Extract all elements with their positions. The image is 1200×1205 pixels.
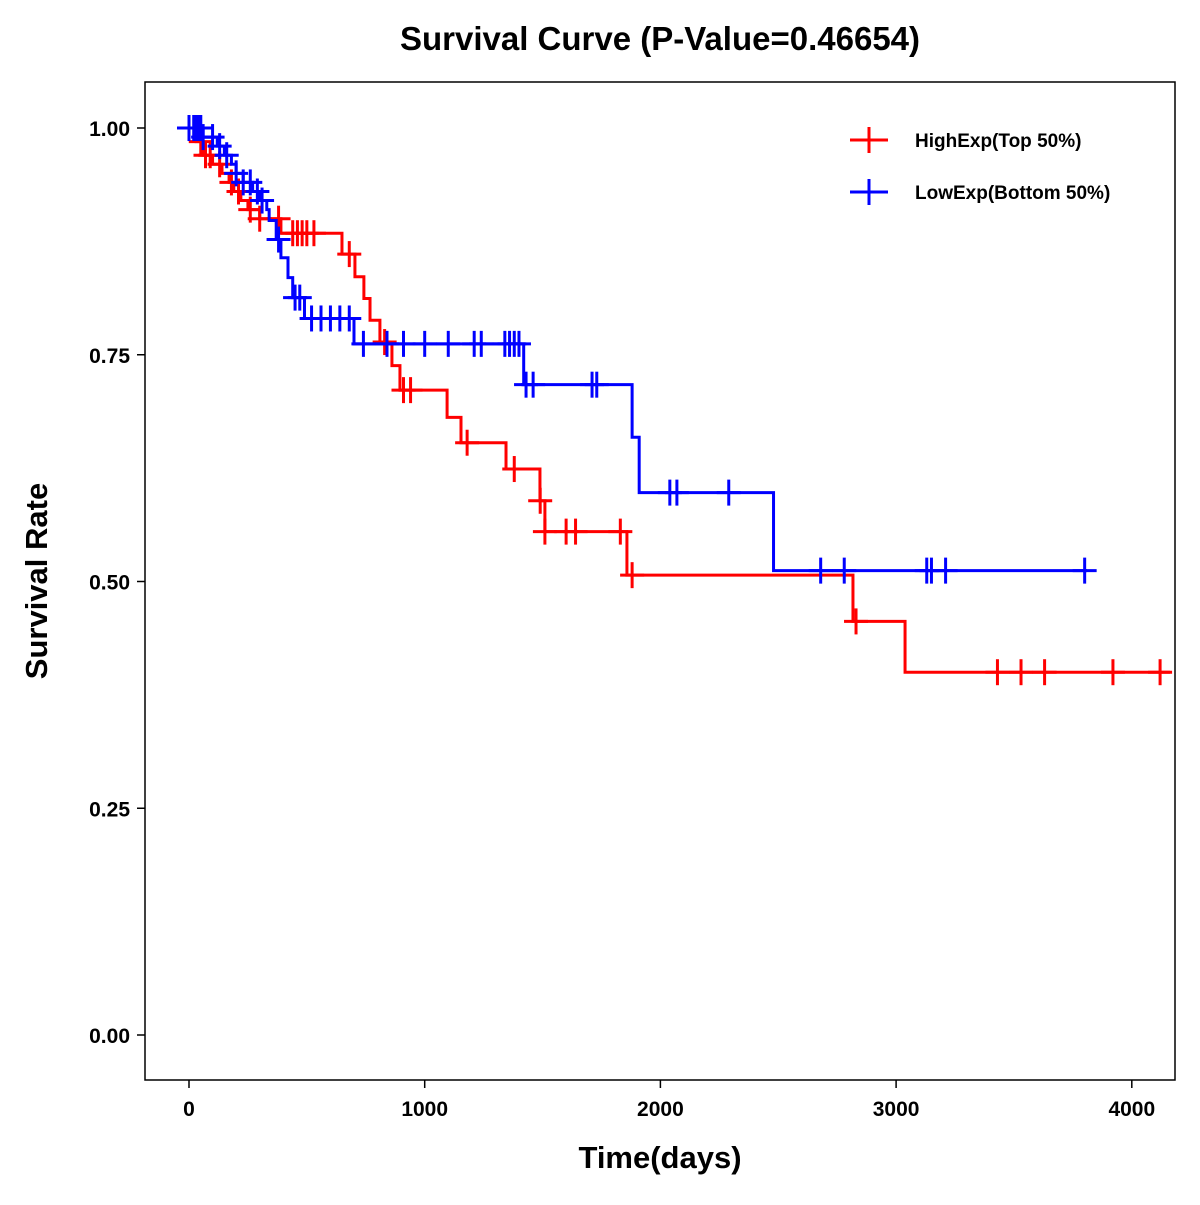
censor-mark bbox=[521, 371, 546, 398]
censor-mark bbox=[287, 284, 312, 311]
y-tick-label: 0.00 bbox=[89, 1025, 130, 1048]
curves bbox=[177, 115, 1173, 686]
censor-mark bbox=[985, 659, 1010, 686]
censor-mark bbox=[301, 220, 326, 247]
censor-mark bbox=[455, 429, 480, 456]
censor-mark bbox=[1032, 659, 1057, 686]
censor-mark bbox=[214, 142, 239, 169]
x-axis: 0 1000 2000 3000 4000 bbox=[183, 1080, 1155, 1121]
x-tick-label: 2000 bbox=[637, 1098, 684, 1121]
x-tick-label: 0 bbox=[183, 1098, 195, 1121]
legend-item: HighExp(Top 50%) bbox=[850, 127, 1081, 153]
censor-mark bbox=[1072, 557, 1097, 584]
censor-mark bbox=[398, 377, 423, 404]
x-tick-label: 4000 bbox=[1108, 1098, 1155, 1121]
y-axis-label: Survival Rate bbox=[19, 483, 54, 679]
censor-mark bbox=[506, 330, 531, 357]
censor-mark bbox=[528, 487, 553, 514]
x-axis-label: Time(days) bbox=[578, 1140, 741, 1175]
censor-mark bbox=[1100, 659, 1125, 686]
x-tick-label: 1000 bbox=[401, 1098, 448, 1121]
censor-mark bbox=[502, 456, 527, 483]
chart-title: Survival Curve (P-Value=0.46654) bbox=[400, 20, 920, 57]
censor-mark bbox=[391, 330, 416, 357]
censor-mark bbox=[337, 241, 362, 268]
survival-curve-high bbox=[189, 126, 1170, 674]
censor-mark bbox=[351, 330, 376, 357]
censor-mark bbox=[532, 518, 557, 545]
censor-mark bbox=[1009, 659, 1034, 686]
censor-mark bbox=[372, 329, 397, 356]
censor-mark bbox=[250, 187, 275, 214]
x-tick-label: 3000 bbox=[873, 1098, 920, 1121]
censor-mark bbox=[664, 479, 689, 506]
censor-mark bbox=[563, 518, 588, 545]
censor-mark bbox=[436, 330, 461, 357]
plot-frame bbox=[144, 81, 1176, 1081]
legend-item: LowExp(Bottom 50%) bbox=[850, 179, 1110, 205]
censor-mark bbox=[716, 479, 741, 506]
legend-label: LowExp(Bottom 50%) bbox=[915, 183, 1110, 204]
censor-mark bbox=[808, 557, 833, 584]
censor-mark bbox=[933, 557, 958, 584]
censor-mark bbox=[1148, 659, 1173, 686]
y-tick-label: 0.25 bbox=[89, 798, 130, 821]
censor-mark bbox=[584, 371, 609, 398]
censor-mark bbox=[608, 518, 633, 545]
censor-mark bbox=[844, 608, 869, 635]
y-tick-label: 1.00 bbox=[89, 118, 130, 141]
censor-mark bbox=[469, 330, 494, 357]
censor-mark bbox=[266, 226, 291, 253]
censor-mark bbox=[337, 305, 362, 332]
y-tick-label: 0.75 bbox=[89, 345, 130, 368]
censor-mark bbox=[832, 557, 857, 584]
censor-mark bbox=[412, 330, 437, 357]
y-axis: 0.00 0.25 0.50 0.75 1.00 bbox=[89, 118, 145, 1048]
y-tick-label: 0.50 bbox=[89, 572, 130, 595]
censor-mark bbox=[620, 562, 645, 589]
legend-label: HighExp(Top 50%) bbox=[915, 131, 1081, 152]
legend: HighExp(Top 50%) LowExp(Bottom 50%) bbox=[850, 127, 1110, 205]
